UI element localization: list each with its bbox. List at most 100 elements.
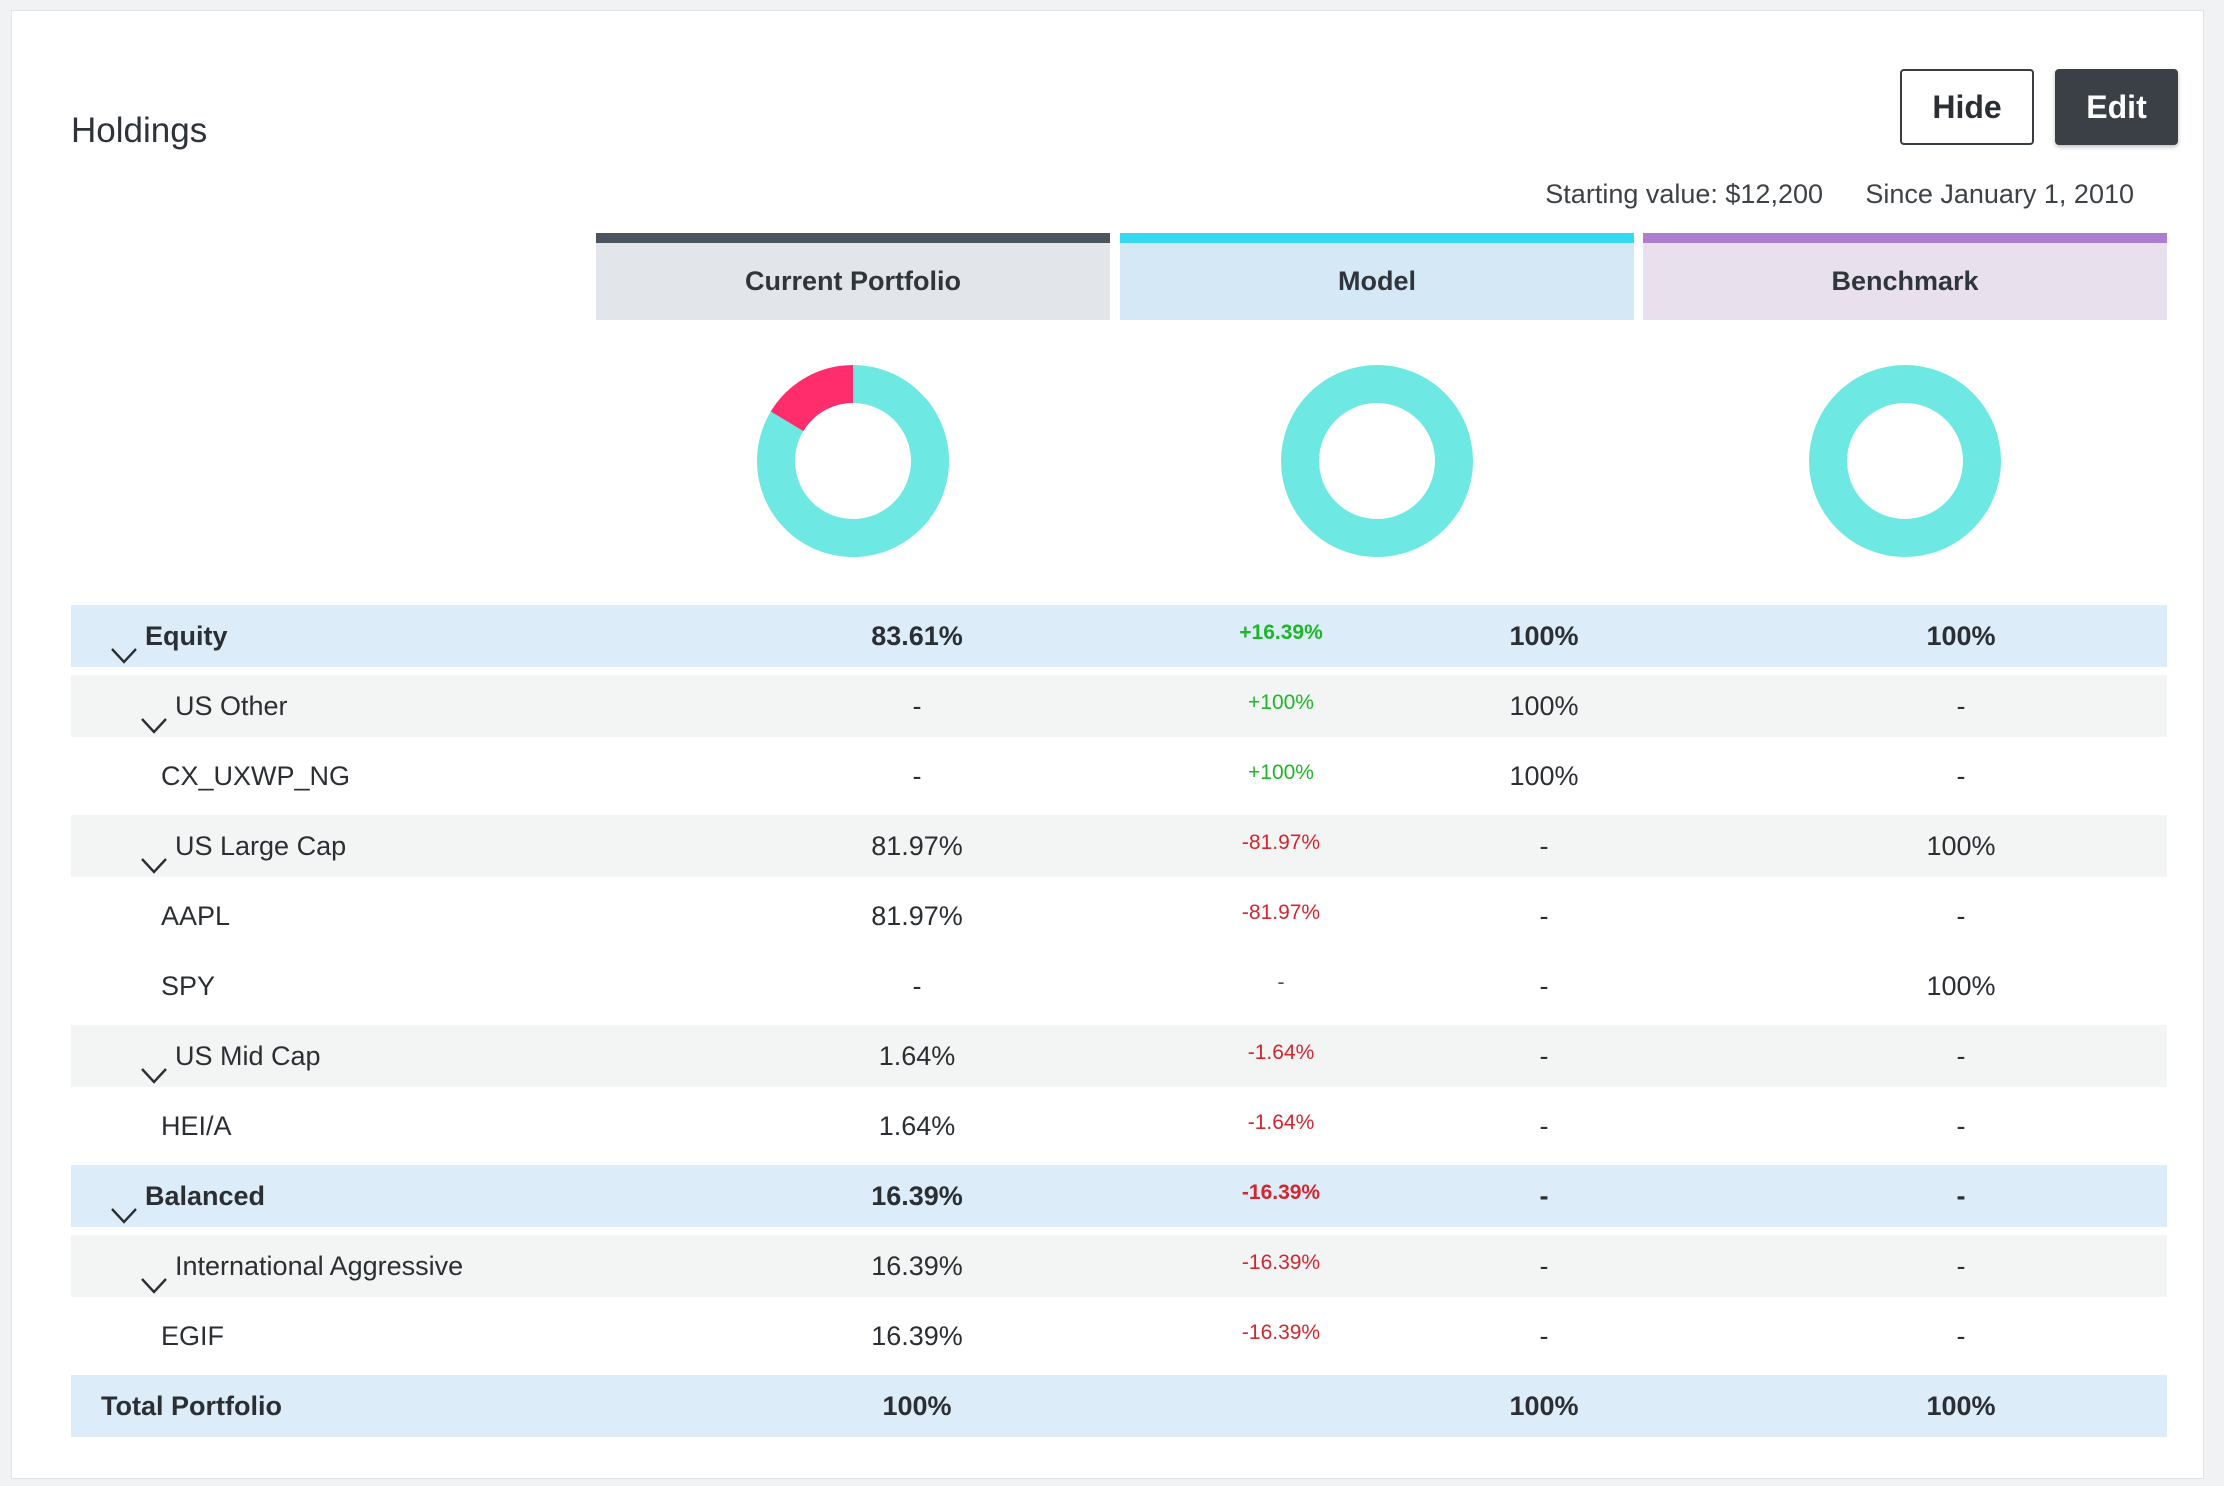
row-label: US Other	[175, 691, 288, 721]
row-name: HEI/A	[161, 1095, 232, 1157]
difference-value: -16.39%	[1241, 1251, 1321, 1274]
current-value: 1.64%	[878, 1041, 956, 1071]
chevron-down-icon[interactable]	[139, 1256, 169, 1294]
row-label: SPY	[161, 971, 216, 1001]
current-value: 81.97%	[871, 831, 963, 861]
holdings-card: Holdings Hide Edit Starting value: $12,2…	[11, 10, 2204, 1479]
chevron-down-icon[interactable]	[109, 626, 139, 664]
category-row[interactable]: US Large Cap 81.97% -81.97% - 100%	[71, 815, 2167, 877]
row-name: International Aggressive	[139, 1235, 463, 1297]
edit-button[interactable]: Edit	[2055, 69, 2178, 145]
model-value: -	[1539, 831, 1549, 861]
holdings-table: Equity 83.61% +16.39% 100% 100% US Other - +100…	[71, 605, 2167, 1445]
chevron-down-icon[interactable]	[139, 1046, 169, 1084]
row-label: Balanced	[145, 1181, 266, 1211]
difference-value: +100%	[1248, 761, 1314, 784]
difference-value: +100%	[1248, 691, 1314, 714]
row-name: US Mid Cap	[139, 1025, 321, 1087]
total-row: Total Portfolio 100% 100% 100%	[71, 1375, 2167, 1437]
model-value: -	[1539, 1181, 1549, 1211]
model-value: -	[1539, 1041, 1549, 1071]
difference-value: -1.64%	[1247, 1111, 1315, 1134]
benchmark-value: -	[1956, 1181, 1966, 1211]
row-name: SPY	[161, 955, 215, 1017]
model-donut-chart	[1281, 365, 1473, 557]
current-value: -	[912, 971, 922, 1001]
row-label: AAPL	[161, 901, 231, 931]
benchmark-value: -	[1956, 901, 1966, 931]
model-value: -	[1539, 971, 1549, 1001]
holding-row: EGIF 16.39% -16.39% - -	[71, 1305, 2167, 1367]
benchmark-value: -	[1956, 1111, 1966, 1141]
model-value: -	[1539, 1251, 1549, 1281]
total-model-value: 100%	[1509, 1391, 1579, 1421]
row-name: EGIF	[161, 1305, 224, 1367]
donut-slice-equity	[1281, 365, 1473, 557]
starting-value: Starting value: $12,200	[1545, 179, 1823, 209]
difference-value: -16.39%	[1241, 1321, 1321, 1344]
holding-row: CX_UXWP_NG - +100% 100% -	[71, 745, 2167, 807]
model-value: 100%	[1509, 621, 1579, 651]
row-name: US Large Cap	[139, 815, 346, 877]
total-current-value: 100%	[882, 1391, 952, 1421]
row-name: Balanced	[109, 1165, 265, 1227]
row-name: Equity	[109, 605, 228, 667]
benchmark-value: 100%	[1926, 831, 1996, 861]
difference-value: -	[1277, 971, 1285, 994]
chevron-down-icon[interactable]	[139, 836, 169, 874]
donut-slice-balanced	[770, 365, 853, 432]
benchmark-donut-chart	[1809, 365, 2001, 557]
row-label: EGIF	[161, 1321, 225, 1351]
hide-button[interactable]: Hide	[1900, 69, 2034, 145]
model-value: 100%	[1509, 691, 1579, 721]
row-name: CX_UXWP_NG	[161, 745, 350, 807]
benchmark-value: 100%	[1926, 621, 1996, 651]
benchmark-value: 100%	[1926, 971, 1996, 1001]
current-value: 16.39%	[871, 1321, 963, 1351]
total-label: Total Portfolio	[101, 1391, 282, 1421]
current-value: 1.64%	[878, 1111, 956, 1141]
row-label: US Large Cap	[175, 831, 347, 861]
difference-value: -1.64%	[1247, 1041, 1315, 1064]
chevron-down-icon[interactable]	[139, 696, 169, 734]
column-header-current-portfolio: Current Portfolio	[596, 233, 1110, 320]
model-value: -	[1539, 1111, 1549, 1141]
model-value: -	[1539, 901, 1549, 931]
current-value: -	[912, 761, 922, 791]
row-label: US Mid Cap	[175, 1041, 321, 1071]
benchmark-value: -	[1956, 691, 1966, 721]
row-label: Equity	[145, 621, 228, 651]
benchmark-value: -	[1956, 1321, 1966, 1351]
chevron-down-icon[interactable]	[109, 1186, 139, 1224]
difference-value: +16.39%	[1239, 621, 1323, 644]
current-value: 81.97%	[871, 901, 963, 931]
model-value: 100%	[1509, 761, 1579, 791]
category-row[interactable]: US Mid Cap 1.64% -1.64% - -	[71, 1025, 2167, 1087]
model-value: -	[1539, 1321, 1549, 1351]
row-label: International Aggressive	[175, 1251, 464, 1281]
holding-row: HEI/A 1.64% -1.64% - -	[71, 1095, 2167, 1157]
category-row[interactable]: Balanced 16.39% -16.39% - -	[71, 1165, 2167, 1227]
current-value: -	[912, 691, 922, 721]
current-value: 83.61%	[871, 621, 963, 651]
row-label: CX_UXWP_NG	[161, 761, 351, 791]
benchmark-value: -	[1956, 761, 1966, 791]
row-name: AAPL	[161, 885, 230, 947]
holding-row: AAPL 81.97% -81.97% - -	[71, 885, 2167, 947]
current-portfolio-donut-chart	[757, 365, 949, 557]
column-header-model: Model	[1120, 233, 1634, 320]
difference-value: -81.97%	[1241, 831, 1321, 854]
total-difference-value	[1206, 1375, 1356, 1437]
donut-slice-equity	[1809, 365, 2001, 557]
row-name: US Other	[139, 675, 288, 737]
row-label: HEI/A	[161, 1111, 232, 1141]
benchmark-value: -	[1956, 1251, 1966, 1281]
column-header-benchmark: Benchmark	[1643, 233, 2167, 320]
category-row[interactable]: US Other - +100% 100% -	[71, 675, 2167, 737]
category-row[interactable]: Equity 83.61% +16.39% 100% 100%	[71, 605, 2167, 667]
donut-slice-equity	[757, 365, 949, 557]
difference-value: -81.97%	[1241, 901, 1321, 924]
page-title: Holdings	[71, 111, 208, 150]
total-benchmark-value: 100%	[1926, 1391, 1996, 1421]
category-row[interactable]: International Aggressive 16.39% -16.39% - -	[71, 1235, 2167, 1297]
